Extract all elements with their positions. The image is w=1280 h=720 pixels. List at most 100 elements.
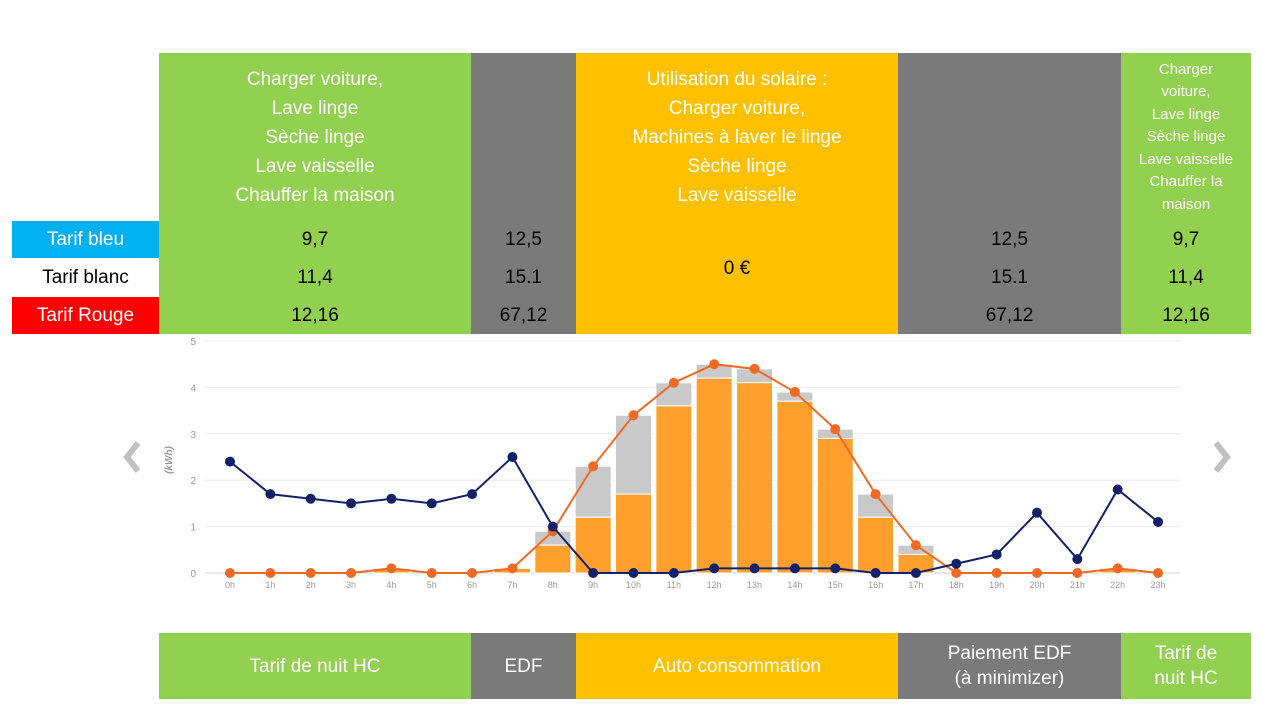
edf-morning-tariff-column xyxy=(471,222,576,334)
energy-chart: 0 1 2 3 4 5 (kWh) 0h 1h 2h 3h 4h 5h 6h 7h 8h 9h 10h 11h 12h… xyxy=(164,337,1180,590)
consumption-point xyxy=(386,493,397,504)
consumption-point xyxy=(709,563,720,574)
production-point xyxy=(1072,568,1083,578)
production-point xyxy=(467,568,478,578)
y-tick-label: 5 xyxy=(190,337,196,348)
edf-morning-blanc-value: 15.1 xyxy=(505,267,542,288)
x-tick-label: 9h xyxy=(588,580,598,590)
x-tick-label: 8h xyxy=(548,580,558,590)
edf-evening-blanc-value: 15.1 xyxy=(991,267,1028,288)
night-end-bleu-value: 9,7 xyxy=(1172,229,1200,250)
x-tick-label: 16h xyxy=(868,580,883,590)
production-point xyxy=(588,461,599,472)
production-line xyxy=(230,363,1159,574)
x-tick-label: 1h xyxy=(265,580,275,590)
solar-tariff-column xyxy=(576,222,898,334)
footer-night-end-line: nuit HC xyxy=(1154,668,1218,689)
production-point xyxy=(386,563,397,574)
solar-usage-line: Sèche linge xyxy=(687,156,787,177)
consumption-point xyxy=(951,558,962,569)
production-point xyxy=(749,363,760,374)
consumption-point xyxy=(749,563,760,574)
x-tick-label: 5h xyxy=(427,580,437,590)
y-tick-label: 3 xyxy=(190,430,196,441)
x-tick-label: 3h xyxy=(346,580,356,590)
production-point xyxy=(225,568,235,578)
x-tick-label: 13h xyxy=(747,580,762,590)
x-tick-label: 4h xyxy=(386,580,396,590)
consumption-point xyxy=(507,452,518,462)
footer-night-end-line: Tarif de xyxy=(1154,643,1218,664)
y-axis-label: (kWh) xyxy=(164,445,175,473)
bar-self-consumption xyxy=(857,516,895,574)
production-point xyxy=(1032,568,1042,578)
night-tariff-column xyxy=(159,222,471,334)
production-point xyxy=(265,568,276,578)
footer-auto-label: Auto consommation xyxy=(653,655,821,677)
x-tick-label: 18h xyxy=(949,580,964,590)
y-tick-label: 0 xyxy=(190,569,196,580)
bar-self-consumption xyxy=(776,400,814,574)
bar-total xyxy=(574,465,612,518)
y-tick-label: 2 xyxy=(190,476,196,487)
production-point xyxy=(507,563,518,574)
y-tick-label: 4 xyxy=(190,383,196,394)
night-end-usage-line: Charger xyxy=(1158,60,1214,78)
consumption-point xyxy=(1032,507,1042,518)
consumption-point xyxy=(426,498,437,509)
solar-cost-value: 0 € xyxy=(723,258,751,279)
edf-evening-header xyxy=(898,53,1121,222)
footer-edf: EDF xyxy=(471,633,576,699)
solar-usage-line: Machines à laver le linge xyxy=(632,127,842,148)
footer-auto-consommation: Auto consommation xyxy=(576,633,898,699)
night-end-usage-line: Chauffer la xyxy=(1149,173,1223,191)
x-tick-label: 2h xyxy=(306,580,316,590)
consumption-point xyxy=(265,489,276,500)
consumption-line xyxy=(229,455,1159,574)
bar-self-consumption xyxy=(816,437,854,574)
x-tick-label: 11h xyxy=(667,580,681,590)
chevron-right-icon[interactable] xyxy=(1206,437,1236,477)
production-point xyxy=(1153,568,1164,578)
y-tick-label: 1 xyxy=(190,523,196,534)
consumption-point xyxy=(467,489,478,500)
production-point xyxy=(628,410,639,421)
consumption-point xyxy=(1112,484,1123,495)
consumption-point xyxy=(870,568,881,578)
x-tick-label: 14h xyxy=(787,580,802,590)
consumption-point xyxy=(628,568,639,578)
footer-edf-label: EDF xyxy=(504,655,543,677)
edf-evening-tariff-column xyxy=(898,222,1121,334)
night-tarif-rouge-value: 12,16 xyxy=(291,305,339,326)
edf-morning-rouge-value: 67,12 xyxy=(499,305,548,326)
consumption-point xyxy=(1153,516,1164,527)
production-point xyxy=(668,377,679,388)
consumption-point xyxy=(346,498,357,509)
night-end-usage-line: Sèche linge xyxy=(1146,128,1226,146)
bar-self-consumption xyxy=(574,516,612,574)
chevron-left-icon[interactable] xyxy=(118,437,148,477)
night-usage-line: Chauffer la maison xyxy=(235,185,395,206)
night-end-usage-block: Charger voiture, Lave linge Sèche linge … xyxy=(1121,53,1251,222)
footer-payment-line: (à minimizer) xyxy=(954,668,1065,689)
bar-self-consumption xyxy=(736,382,774,574)
night-end-usage-line: Lave linge xyxy=(1151,105,1221,123)
footer-night-end: Tarif de nuit HC xyxy=(1121,633,1251,699)
production-point xyxy=(789,387,800,398)
x-tick-label: 15h xyxy=(828,580,843,590)
night-end-usage-line: voiture, xyxy=(1161,83,1211,101)
x-tick-label: 21h xyxy=(1070,580,1085,590)
production-point xyxy=(426,568,437,578)
x-tick-label: 10h xyxy=(626,580,641,590)
bar-self-consumption xyxy=(655,405,693,574)
production-point xyxy=(870,489,881,500)
x-tick-label: 22h xyxy=(1110,580,1125,590)
night-tarif-bleu-value: 9,7 xyxy=(301,229,329,250)
night-tarif-blanc-value: 11,4 xyxy=(297,267,333,288)
night-end-tariff-column xyxy=(1121,222,1251,334)
solar-usage-block: Utilisation du solaire : Charger voiture… xyxy=(576,53,898,222)
night-end-usage-line: maison xyxy=(1161,195,1211,213)
footer-paiement-edf: Paiement EDF (à minimizer) xyxy=(898,633,1121,699)
edf-morning-header xyxy=(471,53,576,222)
night-end-blanc-value: 11,4 xyxy=(1168,267,1204,288)
